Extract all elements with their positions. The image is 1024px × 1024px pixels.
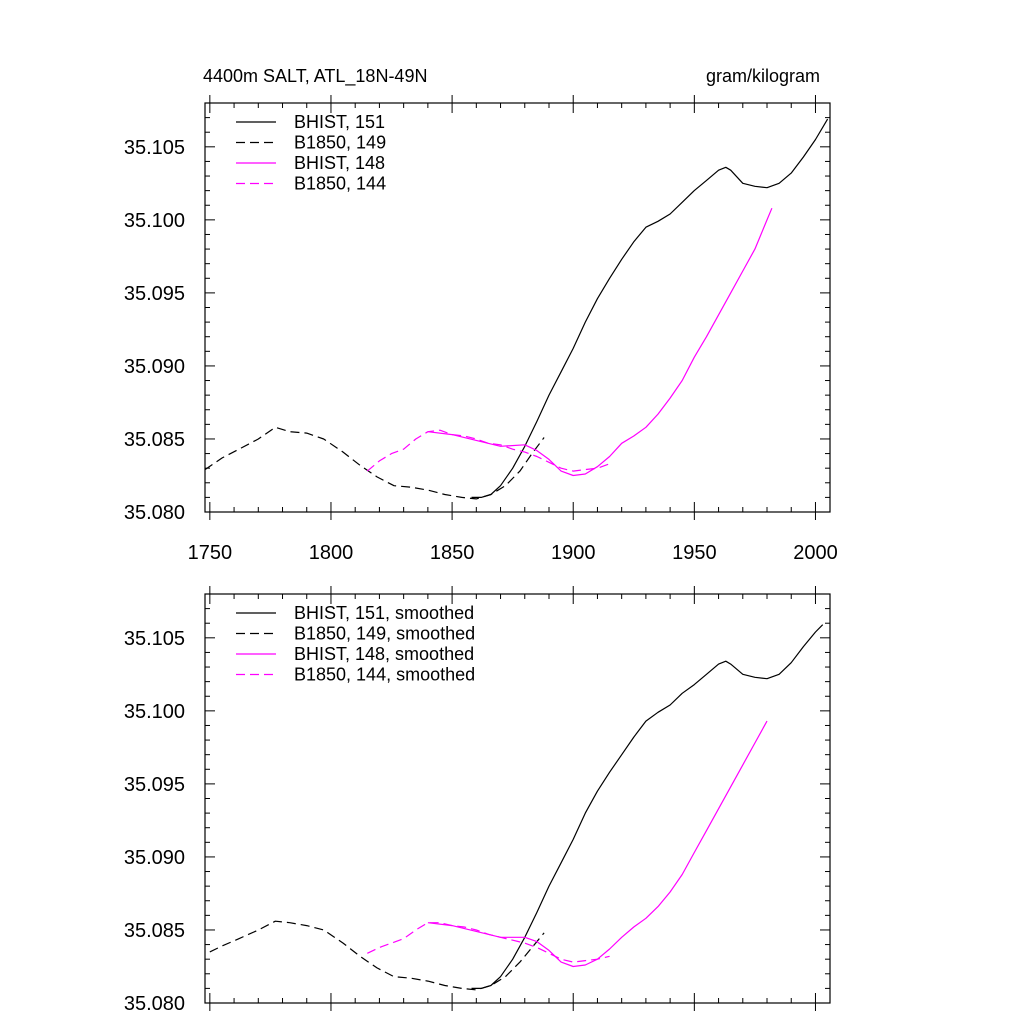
x-tick-label: 2000 [793, 542, 838, 564]
y-tick-label: 35.080 [124, 993, 185, 1015]
y-tick-label: 35.100 [124, 701, 185, 723]
y-tick-label: 35.090 [124, 847, 185, 869]
panel-top: 1750 1800 1850 1900 1950 2000 35.080 35.085 35.0… [124, 95, 838, 564]
series-line [367, 922, 610, 963]
legend-label: B1850, 149 [294, 133, 386, 153]
x-tick-label: 1950 [672, 542, 717, 564]
legend-label: B1850, 144 [294, 174, 386, 194]
y-tick-label: 35.105 [124, 628, 185, 650]
y-tick-label: 35.085 [124, 429, 185, 451]
series-line [471, 624, 824, 990]
x-tick-label: 1900 [551, 542, 596, 564]
plot-title: 4400m SALT, ATL_18N-49N [203, 66, 427, 87]
legend-label: BHIST, 148, smoothed [294, 644, 474, 664]
y-tick-label: 35.090 [124, 356, 185, 378]
series-line [427, 207, 773, 477]
y-tick-label: 35.100 [124, 210, 185, 232]
series-line [427, 720, 768, 968]
series-line [471, 118, 829, 498]
legend-label: BHIST, 151 [294, 112, 385, 132]
y-tick-label: 35.085 [124, 920, 185, 942]
x-tick-label: 1800 [309, 542, 354, 564]
units-label: gram/kilogram [706, 66, 820, 86]
series-line [366, 429, 610, 472]
legend-label: BHIST, 151, smoothed [294, 603, 474, 623]
x-tick-label: 1750 [188, 542, 233, 564]
y-tick-label: 35.080 [124, 502, 185, 524]
panel-bottom: 35.080 35.085 35.090 35.095 35.100 35.105 BHIS… [124, 586, 831, 1015]
y-tick-label: 35.105 [124, 137, 185, 159]
legend-label: BHIST, 148 [294, 153, 385, 173]
x-tick-label: 1850 [430, 542, 475, 564]
y-tick-label: 35.095 [124, 283, 185, 305]
legend-label: B1850, 144, smoothed [294, 665, 475, 685]
legend-label: B1850, 149, smoothed [294, 624, 475, 644]
series-line [204, 426, 545, 500]
y-tick-label: 35.095 [124, 774, 185, 796]
series-line [209, 920, 545, 991]
